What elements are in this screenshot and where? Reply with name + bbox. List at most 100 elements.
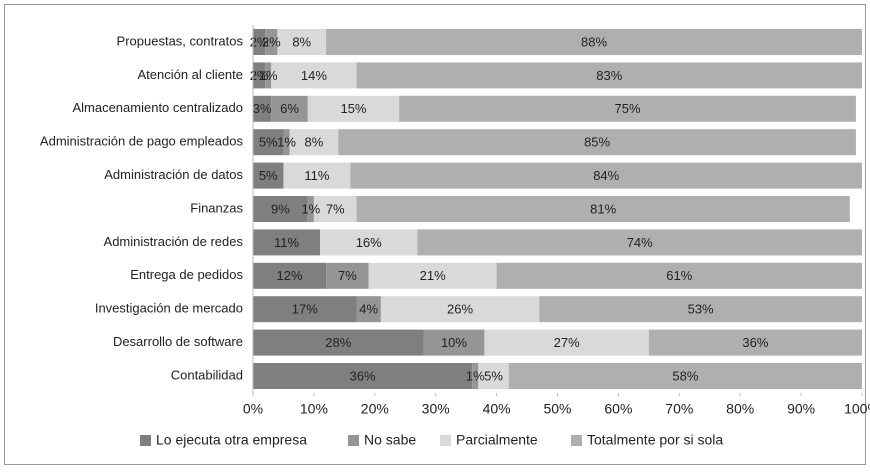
bar-segment xyxy=(350,162,862,189)
bar-segment xyxy=(326,29,862,55)
value-label: 8% xyxy=(292,34,311,49)
value-label: 21% xyxy=(420,268,446,283)
value-label: 61% xyxy=(666,268,692,283)
bar-segment xyxy=(265,62,272,89)
category-label: Entrega de pedidos xyxy=(130,267,243,282)
bar-segment xyxy=(307,196,314,222)
value-label: 1% xyxy=(466,368,485,383)
value-label: 58% xyxy=(672,368,698,383)
legend-swatch xyxy=(140,435,151,446)
x-tick-label: 90% xyxy=(787,401,815,417)
bar-segment xyxy=(253,29,266,55)
bar-segment xyxy=(289,129,339,156)
value-label: 9% xyxy=(271,201,290,216)
bar-segment xyxy=(253,363,473,389)
bar-segment xyxy=(326,262,369,289)
bar-segment xyxy=(508,363,862,389)
bar-segment xyxy=(539,296,862,323)
category-label: Propuestas, contratos xyxy=(117,33,244,48)
bar-segment xyxy=(313,196,357,222)
legend-swatch xyxy=(348,435,359,446)
value-label: 1% xyxy=(277,135,296,150)
x-tick-label: 20% xyxy=(361,401,389,417)
bar-segment xyxy=(283,129,290,156)
value-label: 8% xyxy=(305,135,324,150)
value-label: 1% xyxy=(259,68,278,83)
bar-segment xyxy=(319,229,418,256)
legend-label: Totalmente por si sola xyxy=(587,432,723,448)
category-label: Almacenamiento centralizado xyxy=(72,100,243,115)
x-tick-label: 50% xyxy=(543,401,571,417)
x-tick-label: 10% xyxy=(300,401,328,417)
x-tick-label: 40% xyxy=(483,401,511,417)
value-label: 36% xyxy=(350,368,376,383)
bar-segment xyxy=(648,329,862,356)
value-label: 74% xyxy=(627,235,653,250)
value-label: 2% xyxy=(250,68,269,83)
bar-segment xyxy=(496,262,862,289)
value-label: 83% xyxy=(596,68,622,83)
value-label: 81% xyxy=(590,201,616,216)
bar-segment xyxy=(399,95,856,122)
bar-segment xyxy=(472,363,479,389)
bar-segment xyxy=(253,162,284,189)
x-tick-label: 80% xyxy=(726,401,754,417)
x-tick-label: 0% xyxy=(243,401,263,417)
x-tick-label: 70% xyxy=(665,401,693,417)
value-label: 7% xyxy=(326,201,345,216)
bar-segment xyxy=(338,129,856,156)
value-label: 5% xyxy=(259,135,278,150)
bar-segment xyxy=(417,229,862,256)
value-label: 4% xyxy=(359,302,378,317)
bar-segment xyxy=(368,262,497,289)
category-label: Finanzas xyxy=(190,200,243,215)
bar-segment xyxy=(307,95,400,122)
x-tick-label: 100% xyxy=(844,401,870,417)
legend-label: Parcialmente xyxy=(456,432,538,448)
value-label: 7% xyxy=(338,268,357,283)
bar-segment xyxy=(253,262,327,289)
bar-segment xyxy=(271,62,357,89)
x-tick-label: 30% xyxy=(422,401,450,417)
value-label: 2% xyxy=(250,34,269,49)
category-label: Desarrollo de software xyxy=(113,334,243,349)
bar-segment xyxy=(356,62,862,89)
value-label: 27% xyxy=(554,335,580,350)
value-label: 36% xyxy=(742,335,768,350)
legend-swatch xyxy=(571,435,582,446)
category-label: Atención al cliente xyxy=(137,67,243,82)
bar-segment xyxy=(253,95,272,122)
legend-label: No sabe xyxy=(364,432,416,448)
value-label: 15% xyxy=(340,101,366,116)
value-label: 16% xyxy=(356,235,382,250)
legend-label: Lo ejecuta otra empresa xyxy=(156,432,307,448)
bar-segment xyxy=(356,296,381,323)
value-label: 14% xyxy=(301,68,327,83)
category-label: Contabilidad xyxy=(171,367,243,382)
bar-segment xyxy=(484,329,649,356)
bar-segment xyxy=(271,95,308,122)
value-label: 26% xyxy=(447,302,473,317)
value-label: 3% xyxy=(253,101,272,116)
value-label: 17% xyxy=(292,302,318,317)
value-label: 6% xyxy=(280,101,299,116)
bar-segment xyxy=(423,329,485,356)
bar-segment xyxy=(478,363,509,389)
bar-segment xyxy=(253,296,357,323)
value-label: 5% xyxy=(259,168,278,183)
category-label: Administración de redes xyxy=(104,234,244,249)
value-label: 12% xyxy=(277,268,303,283)
value-label: 53% xyxy=(688,302,714,317)
value-label: 1% xyxy=(301,201,320,216)
category-label: Investigación de mercado xyxy=(95,301,243,316)
bar-segment xyxy=(253,229,320,256)
bar-segment xyxy=(253,196,308,222)
category-label: Administración de datos xyxy=(104,167,243,182)
bar-segment xyxy=(253,62,266,89)
value-label: 84% xyxy=(593,168,619,183)
value-label: 2% xyxy=(262,34,281,49)
category-label: Administración de pago empleados xyxy=(40,134,244,149)
bar-segment xyxy=(253,129,284,156)
bar-segment xyxy=(283,162,351,189)
